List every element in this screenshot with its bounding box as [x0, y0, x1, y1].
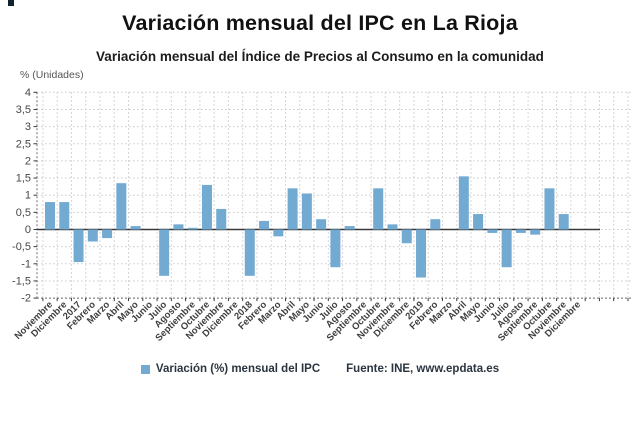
y-tick-label: 0: [25, 224, 31, 236]
chart-bar: [515, 229, 526, 233]
y-tick-label: 3: [25, 121, 31, 133]
chart-bar: [159, 229, 170, 276]
chart-bar: [45, 202, 55, 230]
chart-bar: [59, 202, 70, 230]
y-tick-label: -2: [21, 293, 31, 305]
chart-title: Variación mensual del IPC en La Rioja: [122, 11, 518, 35]
chart-bar: [473, 214, 484, 230]
chart-bar: [487, 229, 498, 233]
y-axis-unit-label: % (Unidades): [20, 69, 84, 81]
chart-bar: [244, 229, 255, 276]
source-text: Fuente: INE, www.epdata.es: [346, 363, 500, 375]
chart-bar: [201, 184, 212, 230]
y-tick-label: 2,5: [16, 138, 31, 150]
chart-bar: [458, 176, 469, 230]
corner-brand-mark: [8, 0, 14, 6]
chart-bar: [544, 188, 555, 230]
chart-bar: [73, 229, 84, 263]
y-tick-label: -0,5: [12, 241, 31, 253]
bars: [45, 176, 569, 278]
y-tick-label: 2: [25, 155, 31, 167]
y-tick-label: 1,5: [16, 173, 31, 185]
chart-bar: [187, 227, 198, 230]
chart-bar: [416, 229, 427, 278]
chart-bar: [558, 214, 569, 230]
chart-bar: [301, 193, 312, 230]
chart-bar: [530, 229, 541, 235]
y-tick-label: -1: [21, 258, 31, 270]
y-tick-label: 1: [25, 190, 31, 202]
chart-bar: [259, 220, 270, 230]
chart-bar: [273, 229, 284, 237]
chart-bar: [387, 224, 398, 230]
chart-bar: [330, 229, 341, 268]
chart-bar: [287, 188, 298, 230]
y-tick-label: 3,5: [16, 104, 31, 116]
chart-bar: [430, 219, 441, 230]
chart-bar: [316, 219, 327, 230]
chart-bar: [102, 229, 113, 239]
chart-bar: [130, 226, 141, 230]
x-axis-labels: NoviembreDiciembre2017FebreroMarzoAbrilM…: [13, 299, 583, 344]
chart-bar: [373, 188, 384, 230]
y-axis-labels: -2 -1,5 -1 -0,5 0 0,5 1 1,5 2 2,5 3 3,5 4: [12, 87, 31, 305]
chart-bar: [401, 229, 412, 244]
chart-bar: [173, 224, 184, 230]
chart-bar: [116, 183, 127, 230]
chart-bar: [344, 226, 355, 230]
legend-swatch-icon: [140, 364, 150, 374]
chart-bar: [501, 229, 512, 268]
chart-bar: [216, 208, 227, 230]
chart-subtitle: Variación mensual del Índice de Precios …: [96, 49, 544, 64]
legend-item: Variación (%) mensual del IPC: [140, 363, 321, 375]
legend-label: Variación (%) mensual del IPC: [155, 363, 321, 375]
bar-chart-svg: -2 -1,5 -1 -0,5 0 0,5 1 1,5 2 2,5 3 3,5 4 NoviembreDi…: [12, 87, 632, 344]
y-tick-label: 4: [25, 87, 31, 99]
chart-bar: [87, 229, 98, 242]
y-tick-label: -1,5: [12, 275, 31, 287]
axes: [33, 91, 632, 302]
y-tick-label: 0,5: [16, 207, 31, 219]
chart-legend: Variación (%) mensual del IPC Fuente: IN…: [0, 361, 640, 377]
